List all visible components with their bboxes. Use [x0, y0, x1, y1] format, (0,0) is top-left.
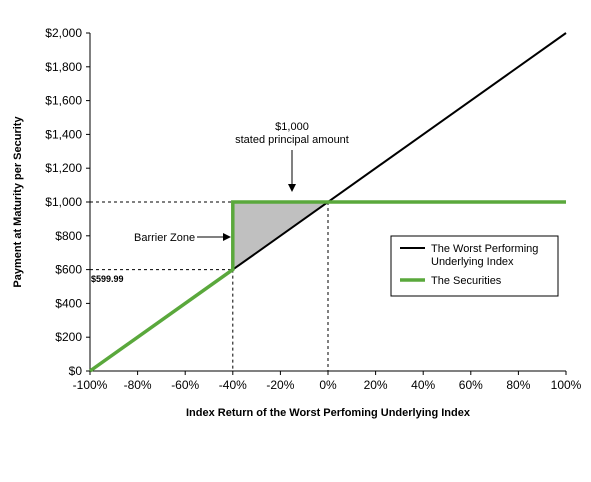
y-axis-title: Payment at Maturity per Security	[12, 116, 24, 288]
y-tick-label: $1,800	[45, 60, 82, 74]
x-tick-label: -60%	[171, 378, 199, 392]
x-axis-title: Index Return of the Worst Perfoming Unde…	[186, 407, 471, 419]
x-tick-label: -40%	[219, 378, 247, 392]
x-tick-label: 60%	[459, 378, 483, 392]
y-tick-label: $800	[55, 229, 82, 243]
y-tick-label: $1,200	[45, 161, 82, 175]
x-axis-ticks: -100% -80% -60% -40% -20% 0% 20% 40% 60% 80% 100%	[73, 371, 582, 392]
x-tick-label: -20%	[266, 378, 294, 392]
reference-lines	[90, 201, 329, 371]
legend: The Worst Performing Underlying Index The…	[390, 235, 559, 297]
x-tick-label: 40%	[411, 378, 435, 392]
y-tick-label: $1,400	[45, 127, 82, 141]
y-tick-label: $600	[55, 263, 82, 277]
legend-label-index: The Worst Performing Underlying Index	[431, 243, 538, 268]
x-tick-label: 80%	[506, 378, 530, 392]
y-tick-label: $1,000	[45, 195, 82, 209]
series-line-worst-performing-index	[232, 32, 567, 271]
legend-box	[390, 235, 559, 297]
y-tick-label: $0	[69, 364, 83, 378]
series-line-securities	[88, 200, 566, 373]
x-tick-label: -100%	[73, 378, 108, 392]
x-tick-label: 20%	[364, 378, 388, 392]
y-tick-label: $200	[55, 330, 82, 344]
legend-label-securities: The Securities	[431, 275, 502, 287]
principal-annotation-line2: stated principal amount	[235, 134, 349, 146]
principal-annotation-line1: $1,000	[275, 121, 309, 133]
y-tick-label: $1,600	[45, 94, 82, 108]
x-tick-label: 100%	[551, 378, 582, 392]
x-tick-label: 0%	[319, 378, 337, 392]
x-tick-label: -80%	[124, 378, 152, 392]
y-tick-label: $400	[55, 296, 82, 310]
y-tick-label: $2,000	[45, 26, 82, 40]
y-axis-ticks: $0 $200 $400 $600 $800 $1,000 $1,200 $1,400 $1,6…	[45, 26, 90, 378]
barrier-value-label: $599.99	[91, 274, 124, 284]
barrier-zone-label: Barrier Zone	[134, 232, 195, 244]
